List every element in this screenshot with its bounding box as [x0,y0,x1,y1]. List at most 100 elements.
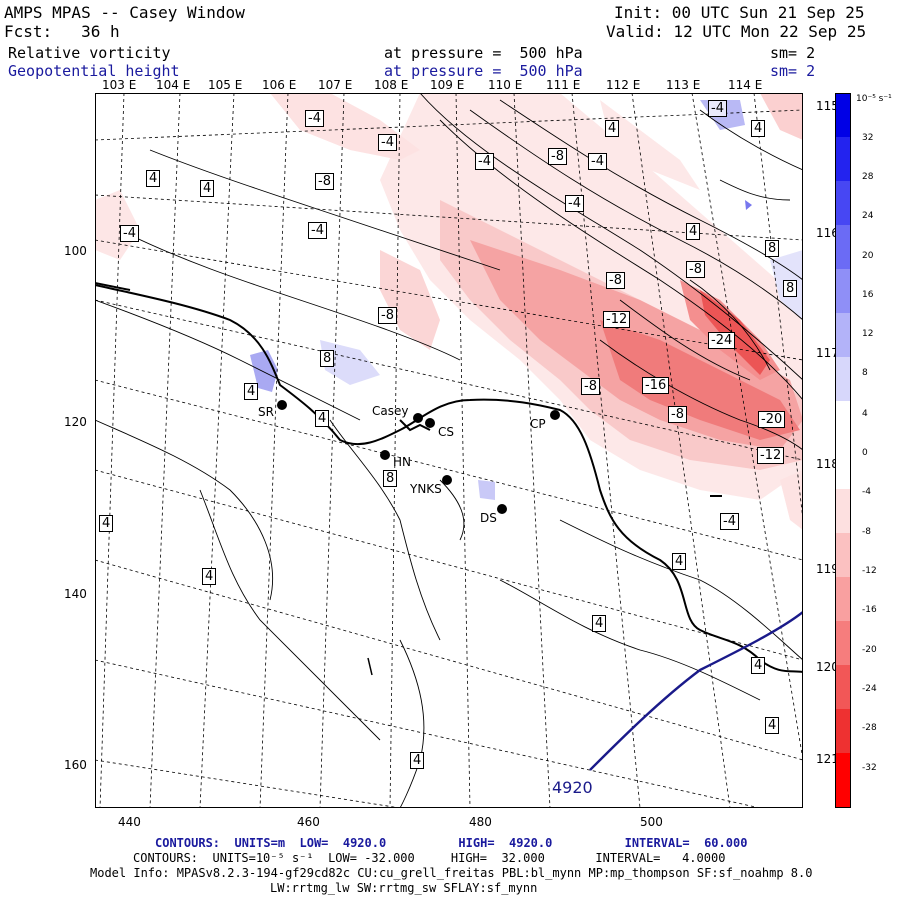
station-cp [550,410,560,420]
contour-label: -4 [305,110,324,127]
lon-label: 108 E [374,78,409,92]
station-sr [277,400,287,410]
contour-label: -8 [548,148,567,165]
contour-label: 4 [200,180,215,197]
contour-label: -16 [642,377,670,394]
colorbar-tick: 24 [862,211,874,221]
station-label: Casey [372,404,409,418]
map-title: AMPS MPAS -- Casey Window [4,3,245,22]
contour-label: 4 [315,410,330,427]
lon-label: 114 E [728,78,763,92]
contour-label: -4 [378,134,397,151]
contour-label: -8 [581,378,600,395]
lon-label: 110 E [488,78,523,92]
station-label: YNKS [410,482,442,496]
contour-label: -4 [120,225,139,242]
lon-label: 106 E [262,78,297,92]
lon-label: 112 E [606,78,641,92]
colorbar-tick: 8 [862,368,868,378]
field1-level: at pressure = 500 hPa [384,44,583,62]
contour-label: -8 [315,173,334,190]
contour-label: -4 [588,153,607,170]
contour-label: -8 [686,261,705,278]
lon-label: 113 E [666,78,701,92]
height-contour-label: 4920 [552,778,593,797]
model-info: Model Info: MPASv8.2.3-194-gf29cd82c CU:… [90,866,813,880]
latlon-grid [95,93,803,808]
contour-label: -12 [757,447,785,464]
contour-label: 4 [672,553,687,570]
contour-label: 4 [410,752,425,769]
y-tick-label: 160 [64,758,87,772]
field2-level: at pressure = 500 hPa [384,62,583,80]
station-hn [380,450,390,460]
contour-label: 8 [783,280,798,297]
colorbar-tick: 0 [862,448,868,458]
contour-info-height: CONTOURS: UNITS=m LOW= 4920.0 HIGH= 4920… [155,836,748,850]
contour-label: -8 [378,307,397,324]
x-tick-label: 460 [297,815,320,829]
colorbar-tick: -32 [862,763,877,773]
lon-label: 111 E [546,78,581,92]
lon-label: 104 E [156,78,191,92]
contour-label: 4 [244,383,259,400]
colorbar-tick: 4 [862,409,868,419]
contour-label: -4 [708,100,727,117]
contour-label: -8 [668,406,687,423]
contour-label: 4 [146,170,161,187]
contour-label: -4 [308,222,327,239]
geopotential-contour-4920 [589,611,803,771]
colorbar-tick: -24 [862,684,877,694]
contour-label: 4 [765,717,780,734]
station-ds [497,504,507,514]
contour-info-vorticity: CONTOURS: UNITS=10⁻⁵ s⁻¹ LOW= -32.000 HI… [133,851,726,865]
station-label: CS [438,425,454,439]
colorbar-tick: 20 [862,251,874,261]
station-ynks [442,475,452,485]
station-label: CP [530,417,546,431]
init-time: Init: 00 UTC Sun 21 Sep 25 [614,3,865,22]
contour-label: 4 [751,120,766,137]
vorticity-contours [95,93,803,808]
colorbar-tick: -28 [862,723,877,733]
contour-label: 4 [99,515,114,532]
contour-label: -8 [606,272,625,289]
lon-label: 109 E [430,78,465,92]
valid-time: Valid: 12 UTC Mon 22 Sep 25 [606,22,867,41]
contour-label: -4 [475,153,494,170]
colorbar-tick: 12 [862,329,874,339]
colorbar-frame [835,93,851,808]
colorbar-tick: -4 [862,487,871,497]
map-frame [95,93,803,808]
x-tick-label: 440 [118,815,141,829]
coastline [95,284,803,673]
contour-label: -12 [603,311,631,328]
station-label: DS [480,511,497,525]
contour-label: 4 [202,568,217,585]
colorbar-tick: 32 [862,133,874,143]
contour-label: 8 [765,240,780,257]
contour-label: -4 [565,195,584,212]
contour-label: 4 [605,120,620,137]
contour-label: 8 [383,470,398,487]
y-tick-label: 140 [64,587,87,601]
colorbar-tick: 28 [862,172,874,182]
lon-label: 107 E [318,78,353,92]
station-cs [425,418,435,428]
colorbar-tick: -8 [862,527,871,537]
field2-name: Geopotential height [8,62,180,80]
model-info-line2: LW:rrtmg_lw SW:rrtmg_sw SFLAY:sf_mynn [270,881,538,895]
contour-label: 4 [751,657,766,674]
station-label: SR [258,405,274,419]
colorbar-tick: -20 [862,645,877,655]
contour-label: 8 [320,350,335,367]
field2-smoothing: sm= 2 [770,62,816,80]
colorbar-tick: 16 [862,290,874,300]
contour-label: 4 [686,223,701,240]
colorbar-tick: -12 [862,566,877,576]
lon-label: 105 E [208,78,243,92]
station-casey [413,413,423,423]
station-label: HN [393,455,411,469]
field1-name: Relative vorticity [8,44,171,62]
colorbar [835,93,851,808]
